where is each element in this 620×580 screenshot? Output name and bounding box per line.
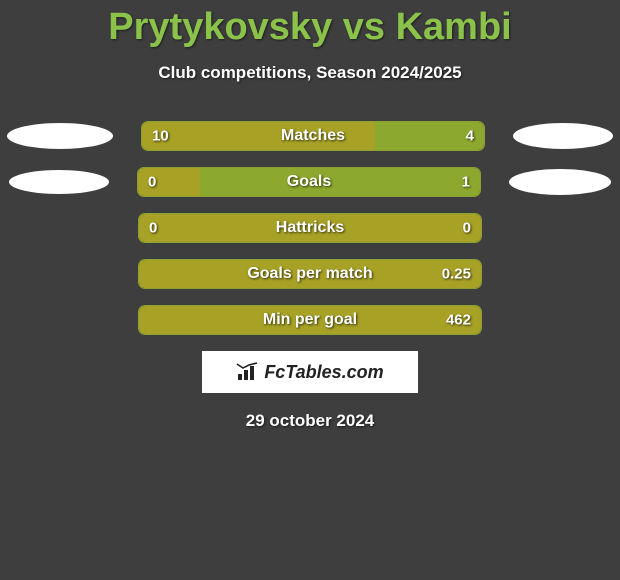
stat-value-right: 462 xyxy=(446,312,471,329)
stat-label: Matches xyxy=(281,127,345,145)
stat-value-right: 1 xyxy=(462,174,470,191)
page-title: Prytykovsky vs Kambi xyxy=(0,0,620,49)
stat-bar: 10 4 Matches xyxy=(141,121,485,151)
stat-value-right: 4 xyxy=(466,128,474,145)
brand-text: FcTables.com xyxy=(264,362,383,383)
bar-fill-right xyxy=(200,168,480,196)
brand-badge: FcTables.com xyxy=(202,351,418,393)
player-avatar-right xyxy=(509,169,611,195)
stat-bar: 0 0 Hattricks xyxy=(138,213,482,243)
stat-bar: 0.25 Goals per match xyxy=(138,259,482,289)
stat-value-right: 0 xyxy=(463,220,471,237)
stat-value-right: 0.25 xyxy=(442,266,471,283)
page-subtitle: Club competitions, Season 2024/2025 xyxy=(0,63,620,83)
stat-bar: 0 1 Goals xyxy=(137,167,481,197)
stat-label: Min per goal xyxy=(263,311,357,329)
stat-label: Hattricks xyxy=(276,219,344,237)
stat-row: 0.25 Goals per match xyxy=(0,259,620,289)
player-avatar-right xyxy=(513,123,613,149)
stat-row: 0 0 Hattricks xyxy=(0,213,620,243)
stat-value-left: 0 xyxy=(148,174,156,191)
bar-chart-icon xyxy=(236,362,260,382)
stat-bar: 462 Min per goal xyxy=(138,305,482,335)
stat-value-left: 0 xyxy=(149,220,157,237)
date-text: 29 october 2024 xyxy=(0,411,620,431)
stat-label: Goals per match xyxy=(247,265,372,283)
stat-value-left: 10 xyxy=(152,128,169,145)
player-avatar-left xyxy=(7,123,113,149)
player-avatar-left xyxy=(9,170,109,194)
stat-row: 0 1 Goals xyxy=(0,167,620,197)
stat-label: Goals xyxy=(287,173,331,191)
stat-row: 10 4 Matches xyxy=(0,121,620,151)
stat-row: 462 Min per goal xyxy=(0,305,620,335)
comparison-chart: 10 4 Matches 0 1 Goals 0 0 Hattricks 0.25 Goals pe… xyxy=(0,121,620,335)
